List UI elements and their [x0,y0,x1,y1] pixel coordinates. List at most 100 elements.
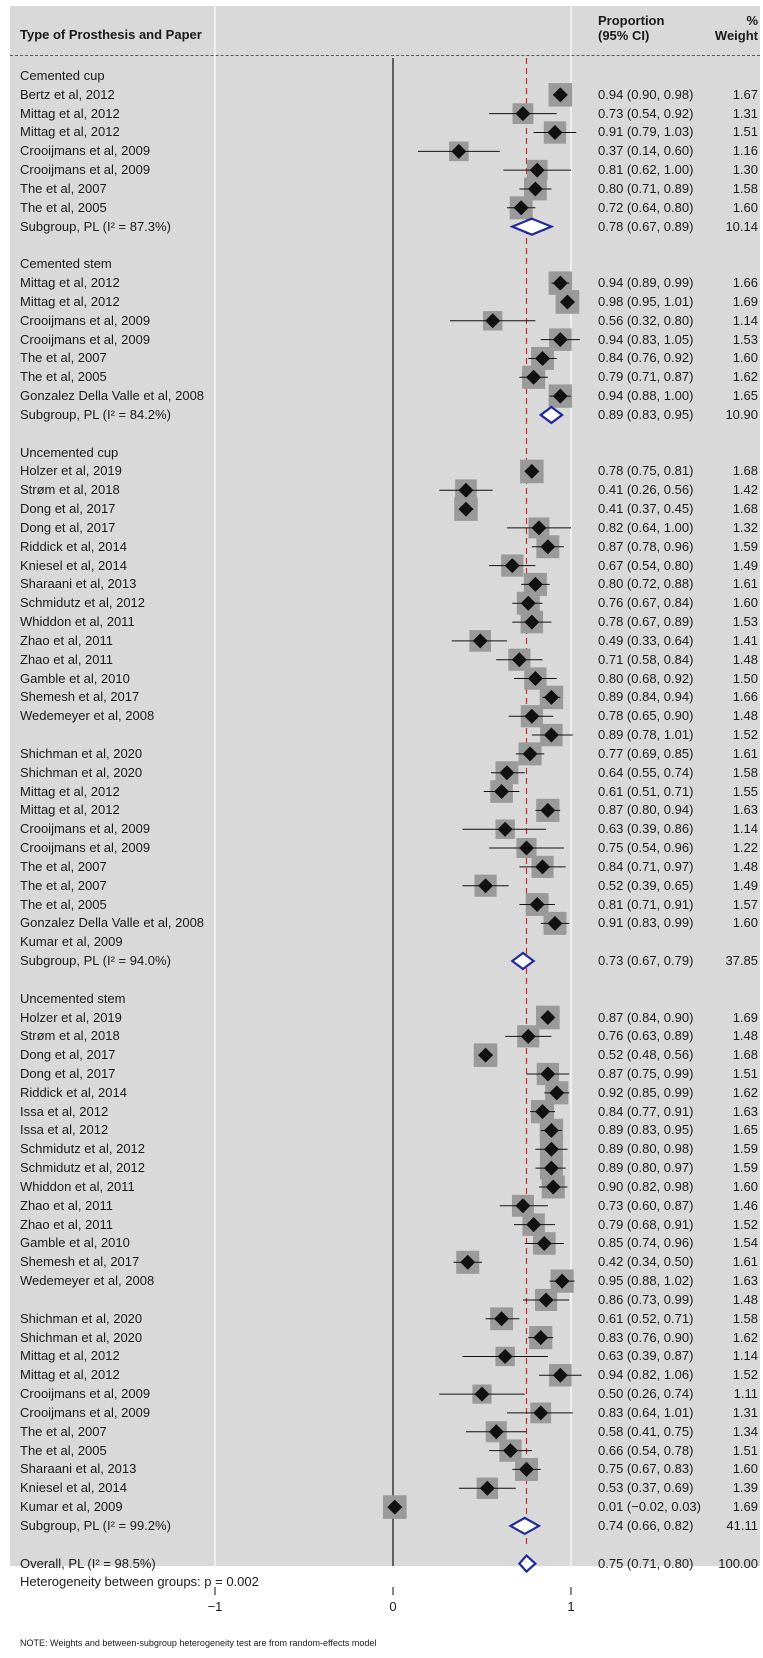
study-ci: 0.80 (0.71, 0.89) [598,180,694,196]
point-estimate-marker [545,1179,561,1195]
study-weight: 1.31 [732,105,758,121]
study-ci: 0.76 (0.63, 0.89) [598,1028,694,1044]
subgroup-label: Subgroup, PL (I² = 99.2%) [20,1517,171,1533]
subgroup-weight: 37.85 [725,953,758,968]
point-estimate-marker [472,633,488,649]
point-estimate-marker [540,802,556,818]
study-label: Zhao et al, 2011 [20,1216,113,1232]
study-label: Shichman et al, 2020 [20,745,143,761]
study-label: The et al, 2007 [20,877,107,893]
point-estimate-marker [494,1311,510,1327]
study-ci: 0.71 (0.58, 0.84) [598,651,694,667]
study-ci: 0.80 (0.72, 0.88) [598,576,694,592]
study-label: Mittag et al, 2012 [20,783,120,799]
study-label: Zhao et al, 2011 [20,632,113,648]
study-label: Crooijmans et al, 2009 [20,312,151,328]
study-ci: 0.61 (0.52, 0.71) [598,1310,694,1326]
study-ci: 0.52 (0.39, 0.65) [598,877,694,893]
point-estimate-marker [519,1461,534,1477]
study-weight: 1.34 [732,1423,758,1439]
study-ci: 0.90 (0.82, 0.98) [598,1178,694,1194]
study-weight: 1.60 [732,350,758,366]
study-label: Wedemeyer et al, 2008 [20,708,155,724]
point-estimate-marker [552,332,568,348]
study-weight: 1.31 [732,1404,758,1420]
study-label: The et al, 2007 [20,858,107,874]
study-weight: 1.30 [732,162,758,178]
point-estimate-marker [554,1273,570,1289]
study-label: Kumar et al, 2009 [20,934,123,950]
subgroup-label: Subgroup, PL (I² = 87.3%) [20,218,171,234]
point-estimate-marker [513,200,529,216]
study-weight: 1.48 [732,1291,758,1307]
point-estimate-marker [515,1198,531,1214]
study-weight: 1.66 [732,689,758,705]
point-estimate-marker [458,501,474,517]
study-weight: 1.68 [732,463,758,479]
subgroup-weight: 10.14 [725,218,758,234]
subgroup-ci: 0.73 (0.67, 0.79) [598,953,694,968]
point-estimate-marker [547,124,563,140]
study-label: Crooijmans et al, 2009 [20,1386,151,1402]
study-label: Riddick et al, 2014 [20,538,127,554]
overall-weight: 100.00 [718,1555,758,1571]
header-proportion: Proportion [598,13,665,28]
point-estimate-marker [497,821,513,837]
overall-diamond [517,1554,538,1574]
point-estimate-marker [527,576,543,592]
study-ci: 0.84 (0.71, 0.97) [598,858,694,874]
point-estimate-marker [511,652,527,668]
point-estimate-marker [549,1085,565,1101]
study-label: Shichman et al, 2020 [20,1329,143,1345]
point-estimate-marker [529,897,545,913]
subgroup-weight: 10.90 [725,406,758,422]
study-ci: 0.63 (0.39, 0.87) [598,1348,694,1364]
study-ci: 0.89 (0.80, 0.97) [598,1160,694,1176]
study-ci: 0.49 (0.33, 0.64) [598,632,694,648]
point-estimate-marker [520,595,536,611]
study-weight: 1.61 [732,576,758,592]
study-label: Mittag et al, 2012 [20,275,120,291]
point-estimate-marker [502,1443,518,1459]
study-label: Shemesh et al, 2017 [20,689,140,705]
point-estimate-marker [499,765,515,781]
point-estimate-marker [474,1386,490,1402]
group-title: Cemented stem [20,256,112,272]
study-weight: 1.22 [732,840,758,856]
subgroup-ci: 0.89 (0.83, 0.95) [598,406,694,422]
study-ci: 0.64 (0.55, 0.74) [598,764,694,780]
study-weight: 1.69 [732,293,758,309]
study-label: The et al, 2007 [20,1423,107,1439]
point-estimate-marker [485,313,501,329]
study-ci: 0.92 (0.85, 0.99) [598,1084,694,1100]
study-ci: 0.77 (0.69, 0.85) [598,745,694,761]
subgroup-weight: 41.11 [726,1517,758,1533]
study-weight: 1.61 [732,745,758,761]
study-ci: 0.87 (0.75, 0.99) [598,1065,694,1081]
study-label: The et al, 2007 [20,180,107,196]
study-label: Crooijmans et al, 2009 [20,840,151,856]
point-estimate-marker [547,915,563,931]
point-estimate-marker [526,1217,542,1233]
study-label: Crooijmans et al, 2009 [20,162,151,178]
study-ci: 0.84 (0.77, 0.91) [598,1103,694,1119]
study-weight: 1.65 [732,388,758,404]
study-ci: 0.79 (0.71, 0.87) [598,369,694,385]
study-ci: 0.80 (0.68, 0.92) [598,670,694,686]
study-label: Dong et al, 2017 [20,519,116,535]
point-estimate-marker [540,1010,556,1025]
point-estimate-marker [538,1292,554,1308]
point-estimate-marker [543,727,559,743]
header-weight: Weight [714,28,758,43]
point-estimate-marker [529,162,545,178]
study-label: Sharaani et al, 2013 [20,576,137,592]
header-label-column: Type of Prosthesis and Paper [20,27,202,42]
point-estimate-marker [543,689,559,705]
study-weight: 1.48 [732,1028,758,1044]
subgroup-diamond [538,405,564,425]
study-label: Gonzalez Della Valle et al, 2008 [20,388,205,404]
study-ci: 0.82 (0.64, 1.00) [598,519,694,535]
study-ci: 0.87 (0.78, 0.96) [598,538,694,554]
study-label: Strøm et al, 2018 [20,482,120,498]
